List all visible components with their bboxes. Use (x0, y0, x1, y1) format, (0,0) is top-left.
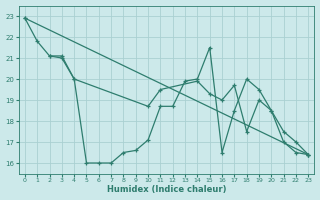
X-axis label: Humidex (Indice chaleur): Humidex (Indice chaleur) (107, 185, 226, 194)
